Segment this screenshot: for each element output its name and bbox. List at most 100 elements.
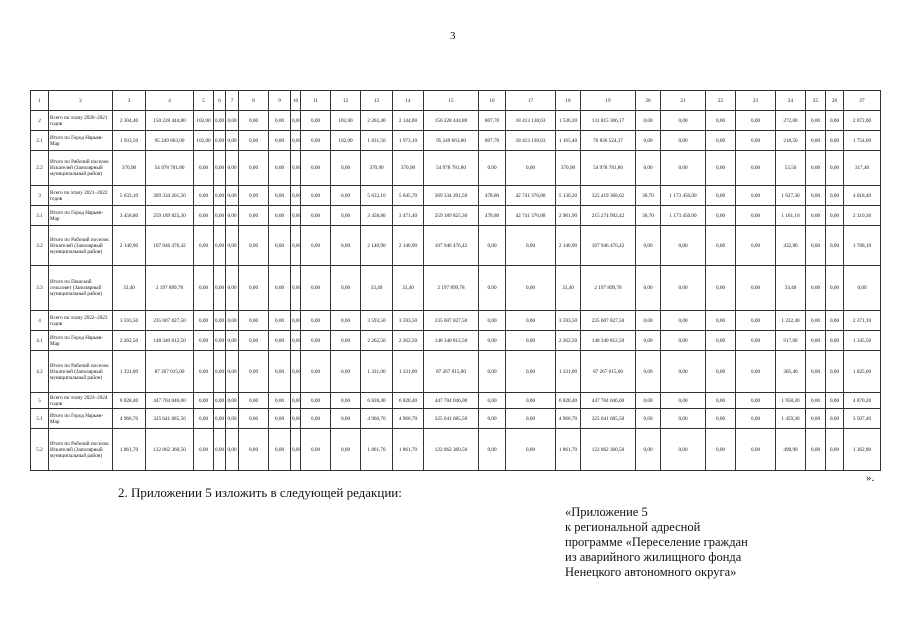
value-cell: 432,80 (775, 225, 806, 266)
value-cell: 2 140,90 (392, 225, 424, 266)
row-number-cell: 3.3 (30, 265, 49, 311)
value-cell: 0,00 (238, 350, 269, 393)
table-row: 2 Всего по этапу 2020–2021 годов 2 304,40 1… (30, 110, 881, 131)
value-cell: 30,70 (635, 185, 661, 206)
value-cell: 2 197 899,78 (580, 265, 636, 311)
value-cell: 1 331,00 (555, 350, 581, 393)
value-cell: 370,90 (360, 150, 393, 186)
value-cell: 0,00 (213, 392, 226, 409)
value-cell: 2 197 899,78 (423, 265, 479, 311)
column-header: 13 (360, 90, 393, 111)
value-cell: 0,00 (705, 130, 736, 151)
value-cell: 235 607 827,50 (580, 310, 636, 331)
annex-line: к региональной адресной (565, 520, 701, 534)
value-cell: 0,00 (300, 310, 331, 331)
value-cell: 4 966,70 (392, 408, 424, 429)
value-cell: 1 459,30 (775, 408, 806, 429)
value-cell: 2 262,50 (360, 330, 393, 351)
column-header: 17 (505, 90, 556, 111)
value-cell: 0,00 (635, 392, 661, 409)
value-cell: 0,00 (300, 150, 331, 186)
value-cell: 0,00 (805, 310, 826, 331)
value-cell: 0,00 (660, 330, 706, 351)
row-number-cell: 5.2 (30, 428, 49, 471)
value-cell: 3 593,50 (555, 310, 581, 331)
table-row: 5.2 Итого по Рабочий поселок Искателей (З… (30, 428, 881, 471)
value-cell: 0,00 (238, 310, 269, 331)
value-cell: 370,90 (392, 150, 424, 186)
value-cell: 0,00 (290, 392, 301, 409)
value-cell: 87 267 015,00 (145, 350, 194, 393)
value-cell: 0,00 (478, 408, 506, 429)
value-cell: 2 072,00 (843, 110, 881, 131)
value-cell: 0,00 (290, 408, 301, 429)
row-number-cell: 4 (30, 310, 49, 331)
value-cell: 2 262,50 (392, 330, 424, 351)
column-header: 23 (735, 90, 776, 111)
value-cell: 0,00 (825, 110, 844, 131)
row-name-cell: Итого по Город Нарьян-Мар (48, 408, 113, 429)
value-cell: 0,00 (290, 225, 301, 266)
value-cell: 0,00 (635, 225, 661, 266)
value-cell: 0,00 (268, 185, 291, 206)
data-table: 1 2 3 4 5 6 7 8 9 10 11 12 13 14 15 16 17 18 19 20 21 22 23 24 2… (30, 90, 881, 471)
row-name-cell: Всего по этапу 2021–2022 годов (48, 185, 113, 206)
value-cell: 131 815 306,17 (580, 110, 636, 131)
value-cell: 0,00 (193, 225, 214, 266)
table-row: 4.2 Итого по Рабочий поселок Искателей (З… (30, 350, 881, 393)
value-cell: 6 828,40 (555, 392, 581, 409)
value-cell: 0,00 (660, 428, 706, 471)
value-cell: 76 836 524,37 (580, 130, 636, 151)
value-cell: 1 331,00 (112, 350, 146, 393)
value-cell: 0,00 (805, 185, 826, 206)
value-cell: 3 471,40 (392, 205, 424, 226)
row-name-cell: Всего по этапу 2020–2021 годов (48, 110, 113, 131)
value-cell: 447 704 046,00 (580, 392, 636, 409)
value-cell: 150 228 444,80 (145, 110, 194, 131)
value-cell: 1 933,50 (112, 130, 146, 151)
value-cell: 0,00 (825, 330, 844, 351)
value-cell: 0,00 (330, 265, 361, 311)
value-cell: 0,00 (300, 130, 331, 151)
value-cell: 0,00 (825, 392, 844, 409)
value-cell: 0,00 (330, 185, 361, 206)
value-cell: 0,00 (330, 408, 361, 429)
value-cell: 0,00 (735, 330, 776, 351)
value-cell: 0,00 (300, 205, 331, 226)
value-cell: 0,00 (300, 265, 331, 311)
value-cell: 0,00 (300, 392, 331, 409)
value-cell: 0,00 (225, 350, 239, 393)
value-cell: 370,90 (555, 150, 581, 186)
value-cell: 1 861,70 (392, 428, 424, 471)
value-cell: 0,00 (635, 408, 661, 429)
value-cell: 0,00 (825, 185, 844, 206)
value-cell: 0,00 (290, 110, 301, 131)
annex-heading: «Приложение 5 к региональной адресной пр… (565, 505, 748, 580)
value-cell: 0,00 (660, 225, 706, 266)
value-cell: 0,00 (735, 350, 776, 393)
value-cell: 325 641 685,50 (423, 408, 479, 429)
value-cell: 325 641 685,50 (580, 408, 636, 429)
value-cell: 0,00 (825, 350, 844, 393)
value-cell: 0,00 (330, 392, 361, 409)
value-cell: 54 978 781,80 (423, 150, 479, 186)
value-cell: 0,00 (225, 150, 239, 186)
value-cell: 259 189 825,30 (145, 205, 194, 226)
value-cell: 2 304,40 (112, 110, 146, 131)
value-cell: 369 334 201,50 (423, 185, 479, 206)
value-cell: 1 861,70 (112, 428, 146, 471)
value-cell: 1 831,50 (360, 130, 393, 151)
value-cell: 0,00 (735, 130, 776, 151)
value-cell: 0,00 (705, 265, 736, 311)
value-cell: 5 645,70 (392, 185, 424, 206)
value-cell: 1 973,10 (392, 130, 424, 151)
value-cell: 0,00 (735, 185, 776, 206)
value-cell: 0,00 (193, 408, 214, 429)
table-row: 2.2 Итого по Рабочий поселок Искателей (З… (30, 150, 881, 186)
value-cell: 0,00 (213, 310, 226, 331)
value-cell: 0,00 (225, 265, 239, 311)
value-cell: 18 413 138,63 (505, 110, 556, 131)
value-cell: 0,00 (825, 225, 844, 266)
value-cell: 0,00 (330, 350, 361, 393)
value-cell: 478,80 (478, 185, 506, 206)
